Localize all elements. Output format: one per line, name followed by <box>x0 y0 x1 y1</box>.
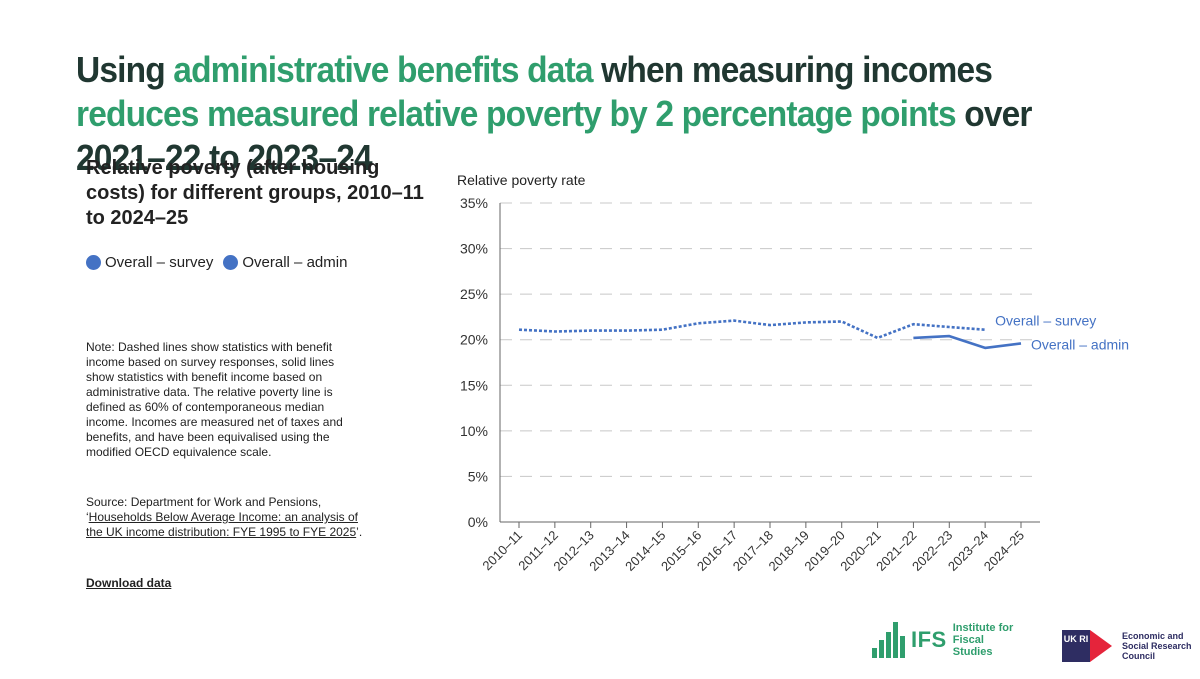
series-end-label: Overall – admin <box>1031 336 1129 352</box>
headline-highlight: reduces measured relative poverty by 2 p… <box>76 93 957 134</box>
y-tick-label: 0% <box>468 514 488 530</box>
source-text: Source: Department for Work and Pensions… <box>86 495 366 540</box>
legend-item-admin[interactable]: Overall – admin <box>223 254 347 271</box>
ifs-wordmark: IFS <box>911 627 947 652</box>
series-line-survey <box>518 319 986 340</box>
series-line-admin <box>913 334 1022 350</box>
legend-item-survey[interactable]: Overall – survey <box>86 254 213 271</box>
chart-subtitle: Relative poverty (after housing costs) f… <box>86 157 424 229</box>
ukri-esrc-logo[interactable]: UK RI Economic and Social Research Counc… <box>1062 630 1192 662</box>
ifs-bars-icon <box>872 622 905 658</box>
headline-part: over 2021–22 to 2023–24 <box>76 93 1032 178</box>
y-tick-label: 30% <box>460 241 488 257</box>
ifs-logo[interactable]: IFS Institute for Fiscal Studies <box>872 622 1023 658</box>
source-prefix: Source: Department for Work and Pensions… <box>86 495 322 524</box>
y-axis-label: Relative poverty rate <box>457 172 586 188</box>
ifs-name: Institute for Fiscal Studies <box>952 622 1014 658</box>
y-tick-label: 25% <box>460 286 488 302</box>
line-chart: Relative poverty rate 0% 5% 10% 15% 20% 25% 30%… <box>457 172 1129 574</box>
ukri-box: UK RI <box>1062 630 1090 662</box>
legend-dot-icon <box>86 255 101 270</box>
legend-dot-icon <box>223 255 239 270</box>
legend-label: Overall – survey <box>105 254 214 271</box>
esrc-name: Economic and Social Research Council <box>1122 631 1192 661</box>
headline: Using administrative benefits data when … <box>76 48 1108 180</box>
y-tick-label: 20% <box>460 332 488 348</box>
source-link[interactable]: Households Below Average Income: an anal… <box>86 510 358 539</box>
headline-part: Using <box>76 49 174 90</box>
y-tick-label: 10% <box>460 423 488 439</box>
source-suffix: ’. <box>356 525 363 539</box>
download-data-link[interactable]: Download data <box>86 576 172 590</box>
legend-label: Overall – admin <box>242 254 348 271</box>
legend: Overall – survey Overall – admin <box>86 254 347 271</box>
note-text: Note: Dashed lines show statistics with … <box>86 340 343 459</box>
headline-part: when measuring incomes <box>592 49 993 90</box>
download-link-wrap: Download data <box>86 576 171 590</box>
y-tick-label: 5% <box>468 468 488 484</box>
y-tick-label: 35% <box>460 195 488 211</box>
series-end-label: Overall – survey <box>995 313 1096 329</box>
x-tick-label: 2024–25 <box>981 528 1027 574</box>
ukri-mark-icon: UK RI <box>1062 630 1114 662</box>
y-tick-label: 15% <box>460 377 488 393</box>
headline-highlight: administrative benefits data <box>173 49 593 90</box>
